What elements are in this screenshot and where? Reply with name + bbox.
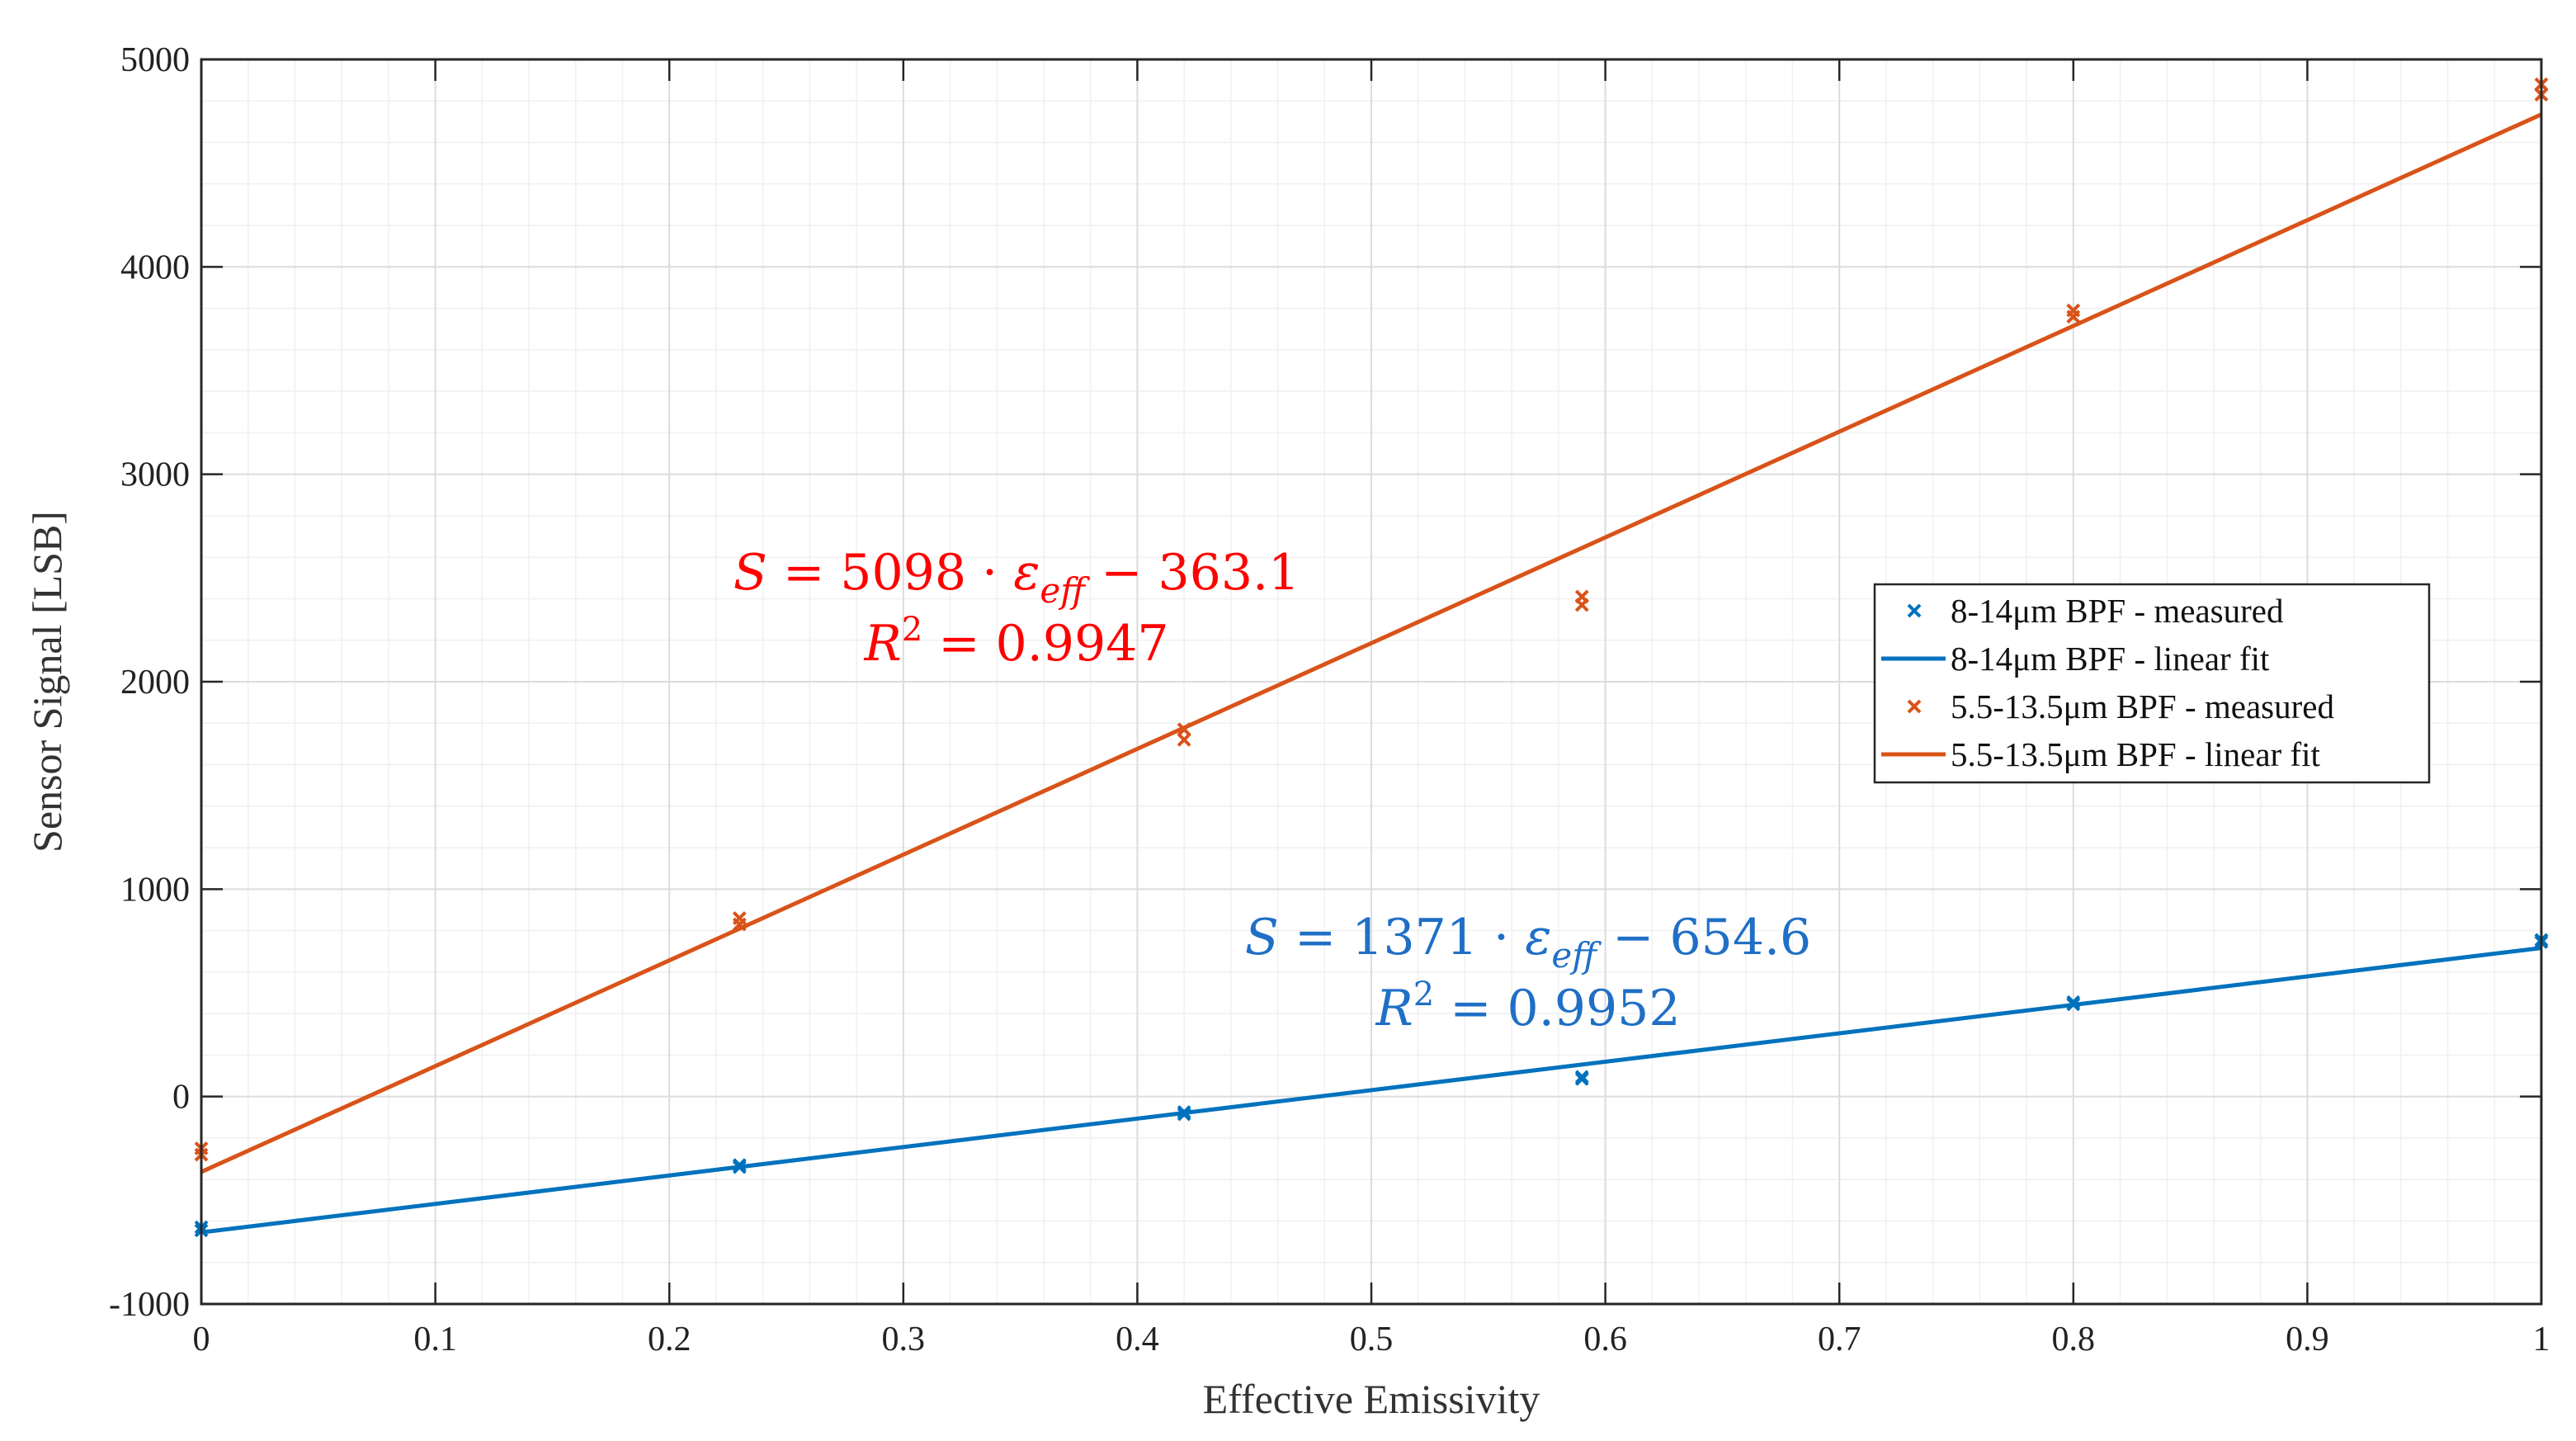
data-markers <box>194 77 2549 1238</box>
marker-stroke <box>1574 1070 1589 1084</box>
eq-mid: = 5098 · <box>767 544 1013 602</box>
x-tick-label: 0 <box>193 1321 210 1358</box>
x-tick-label: 0.3 <box>882 1321 926 1358</box>
y-tick-label: 1000 <box>120 871 190 909</box>
legend-entry: 5.5-13.5μm BPF - linear fit <box>1881 735 2321 773</box>
marker-stroke <box>1907 699 1922 714</box>
r2-lhs: R <box>1375 980 1413 1037</box>
legend-entry: 5.5-13.5μm BPF - measured <box>1907 687 2334 725</box>
data-point <box>1574 1070 1589 1084</box>
r2-rest: = 0.9947 <box>922 615 1168 673</box>
y-tick-label: 0 <box>172 1079 190 1117</box>
data-point <box>2066 995 2081 1009</box>
x-tick-label: 0.1 <box>413 1321 457 1358</box>
data-point <box>2066 303 2081 318</box>
data-point <box>1177 722 1191 737</box>
r2-rest: = 0.9952 <box>1434 980 1680 1037</box>
y-tick-label: 5000 <box>120 41 190 79</box>
marker-stroke <box>1177 722 1191 737</box>
legend-label: 5.5-13.5μm BPF - linear fit <box>1951 735 2321 773</box>
data-point <box>1177 1107 1191 1122</box>
r2-superscript: 2 <box>1413 976 1434 1013</box>
x-tick-label: 0.6 <box>1583 1321 1627 1358</box>
y-tick-label: 4000 <box>120 248 190 286</box>
marker-stroke <box>1907 603 1922 618</box>
y-axis-label: Sensor Signal [LSB] <box>24 511 70 853</box>
x-tick-label: 0.8 <box>2052 1321 2096 1358</box>
marker-stroke <box>2066 995 2081 1009</box>
eq-mid: = 1371 · <box>1279 909 1525 966</box>
legend: 8-14μm BPF - measured 8-14μm BPF - linear… <box>1873 583 2431 784</box>
eq-subscript: eff <box>1551 935 1602 976</box>
blue-fit-equation: S = 1371 · εeff − 654.6 <box>1245 909 1811 976</box>
fit-line <box>201 946 2542 1235</box>
legend-label: 5.5-13.5μm BPF - measured <box>1951 687 2334 725</box>
legend-entry: 8-14μm BPF - measured <box>1907 592 2283 630</box>
y-tick-labels: -1000 0 1000 2000 3000 4000 5000 <box>109 41 190 1324</box>
orange-fit-r2: R2 = 0.9947 <box>864 611 1169 673</box>
marker-stroke <box>1177 732 1191 747</box>
data-point <box>732 1160 747 1174</box>
legend-entries: 8-14μm BPF - measured 8-14μm BPF - linear… <box>1881 592 2334 773</box>
blue-fit-r2: R2 = 0.9952 <box>1375 976 1681 1037</box>
x-tick-label: 0.4 <box>1116 1321 1159 1358</box>
r2-superscript: 2 <box>902 611 922 649</box>
x-tick-label: 0.2 <box>648 1321 691 1358</box>
marker-stroke <box>732 911 747 925</box>
marker-stroke <box>732 1160 747 1174</box>
orange-fit-equation: S = 5098 · εeff − 363.1 <box>734 544 1300 611</box>
r2-lhs: R <box>864 615 902 673</box>
y-tick-label: 3000 <box>120 456 190 494</box>
legend-label: 8-14μm BPF - linear fit <box>1951 640 2270 678</box>
y-tick-label: -1000 <box>109 1286 190 1324</box>
eq-rest: − 654.6 <box>1597 909 1811 966</box>
fit-line <box>200 112 2543 1174</box>
legend-entry: 8-14μm BPF - linear fit <box>1881 640 2270 678</box>
x-tick-label: 1 <box>2533 1321 2550 1358</box>
eq-lhs: S <box>1245 909 1279 966</box>
legend-marker <box>1907 699 1922 714</box>
tick-marks <box>200 58 2543 1306</box>
x-tick-labels: 0 0.1 0.2 0.3 0.4 0.5 0.6 0.7 0.8 0.9 1 <box>193 1321 2550 1358</box>
eq-rest: − 363.1 <box>1085 544 1300 602</box>
x-tick-label: 0.5 <box>1350 1321 1394 1358</box>
legend-box <box>1873 583 2431 784</box>
marker-stroke <box>1574 589 1589 604</box>
data-point <box>1177 732 1191 747</box>
x-tick-label: 0.7 <box>1818 1321 1861 1358</box>
legend-label: 8-14μm BPF - measured <box>1951 592 2283 630</box>
eq-epsilon: ε <box>1525 909 1551 966</box>
x-axis-label: Effective Emissivity <box>1203 1376 1540 1422</box>
legend-marker <box>1907 603 1922 618</box>
fit-lines <box>200 112 2543 1235</box>
y-tick-label: 2000 <box>120 664 190 702</box>
eq-subscript: eff <box>1040 570 1090 611</box>
marker-stroke <box>2066 303 2081 318</box>
x-tick-label: 0.9 <box>2286 1321 2329 1358</box>
eq-epsilon: ε <box>1013 544 1040 602</box>
data-point <box>732 911 747 925</box>
marker-stroke <box>1177 1107 1191 1122</box>
data-point <box>1574 589 1589 604</box>
eq-lhs: S <box>734 544 767 602</box>
